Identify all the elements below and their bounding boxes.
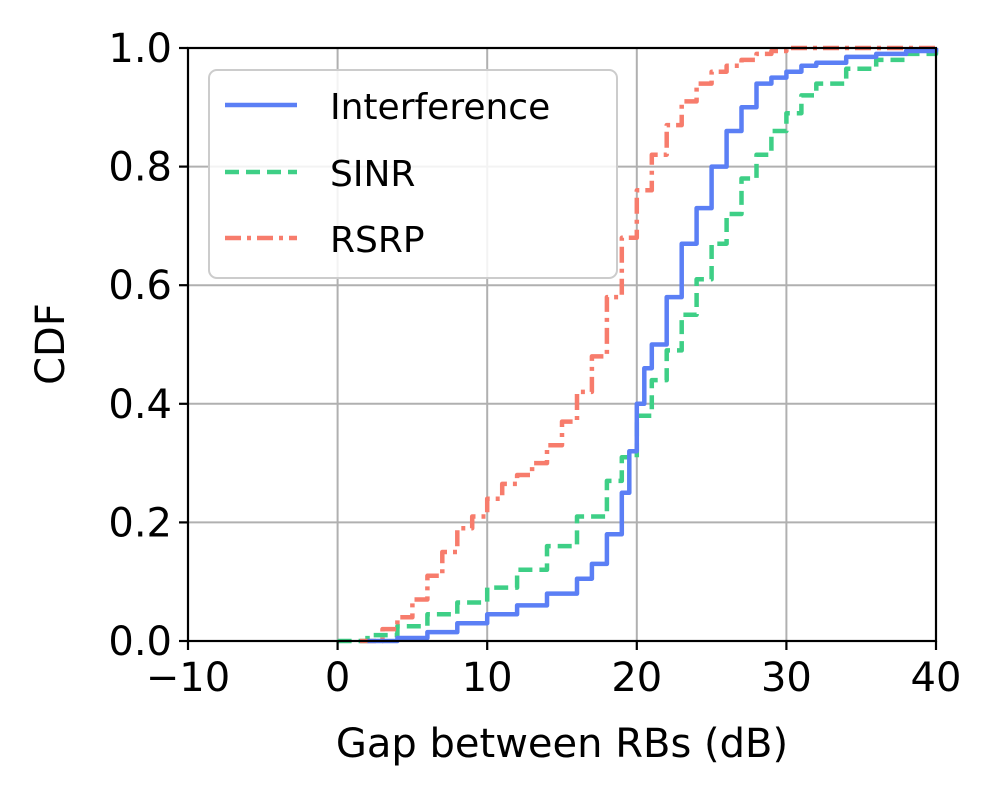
series-line-interference: [367, 48, 939, 644]
y-tick-label: 0.8: [108, 145, 172, 191]
legend-label-interference: Interference: [330, 87, 550, 128]
legend-label-rsrp: RSRP: [330, 220, 425, 261]
x-tick-label: 40: [911, 655, 962, 701]
x-axis-label: Gap between RBs (dB): [336, 721, 788, 767]
legend: Interference SINR RSRP: [208, 69, 618, 279]
x-tick-label: −10: [146, 655, 230, 701]
y-tick-label: 1.0: [108, 26, 172, 72]
x-tick-label: 10: [462, 655, 513, 701]
y-axis-label: CDF: [28, 303, 74, 385]
series-lines: [337, 45, 939, 644]
series-line-rsrp: [360, 45, 936, 644]
x-tick-label: 0: [325, 655, 350, 701]
y-tick-label: 0.2: [108, 500, 172, 546]
x-tick-label: 20: [611, 655, 662, 701]
y-tick-label: 0.4: [108, 382, 172, 428]
axis-ticks: [179, 46, 938, 650]
y-tick-label: 0.6: [108, 263, 172, 309]
y-tick-labels: 0.0 0.2 0.4 0.6 0.8 1.0: [108, 26, 172, 665]
y-tick-label: 0.0: [108, 619, 172, 665]
legend-box: [208, 69, 618, 279]
x-tick-labels: −10 0 10 20 30 40: [146, 655, 962, 701]
x-tick-label: 30: [761, 655, 812, 701]
legend-label-sinr: SINR: [330, 154, 415, 195]
series-line-sinr: [337, 48, 939, 644]
plot-frame: [186, 46, 938, 643]
